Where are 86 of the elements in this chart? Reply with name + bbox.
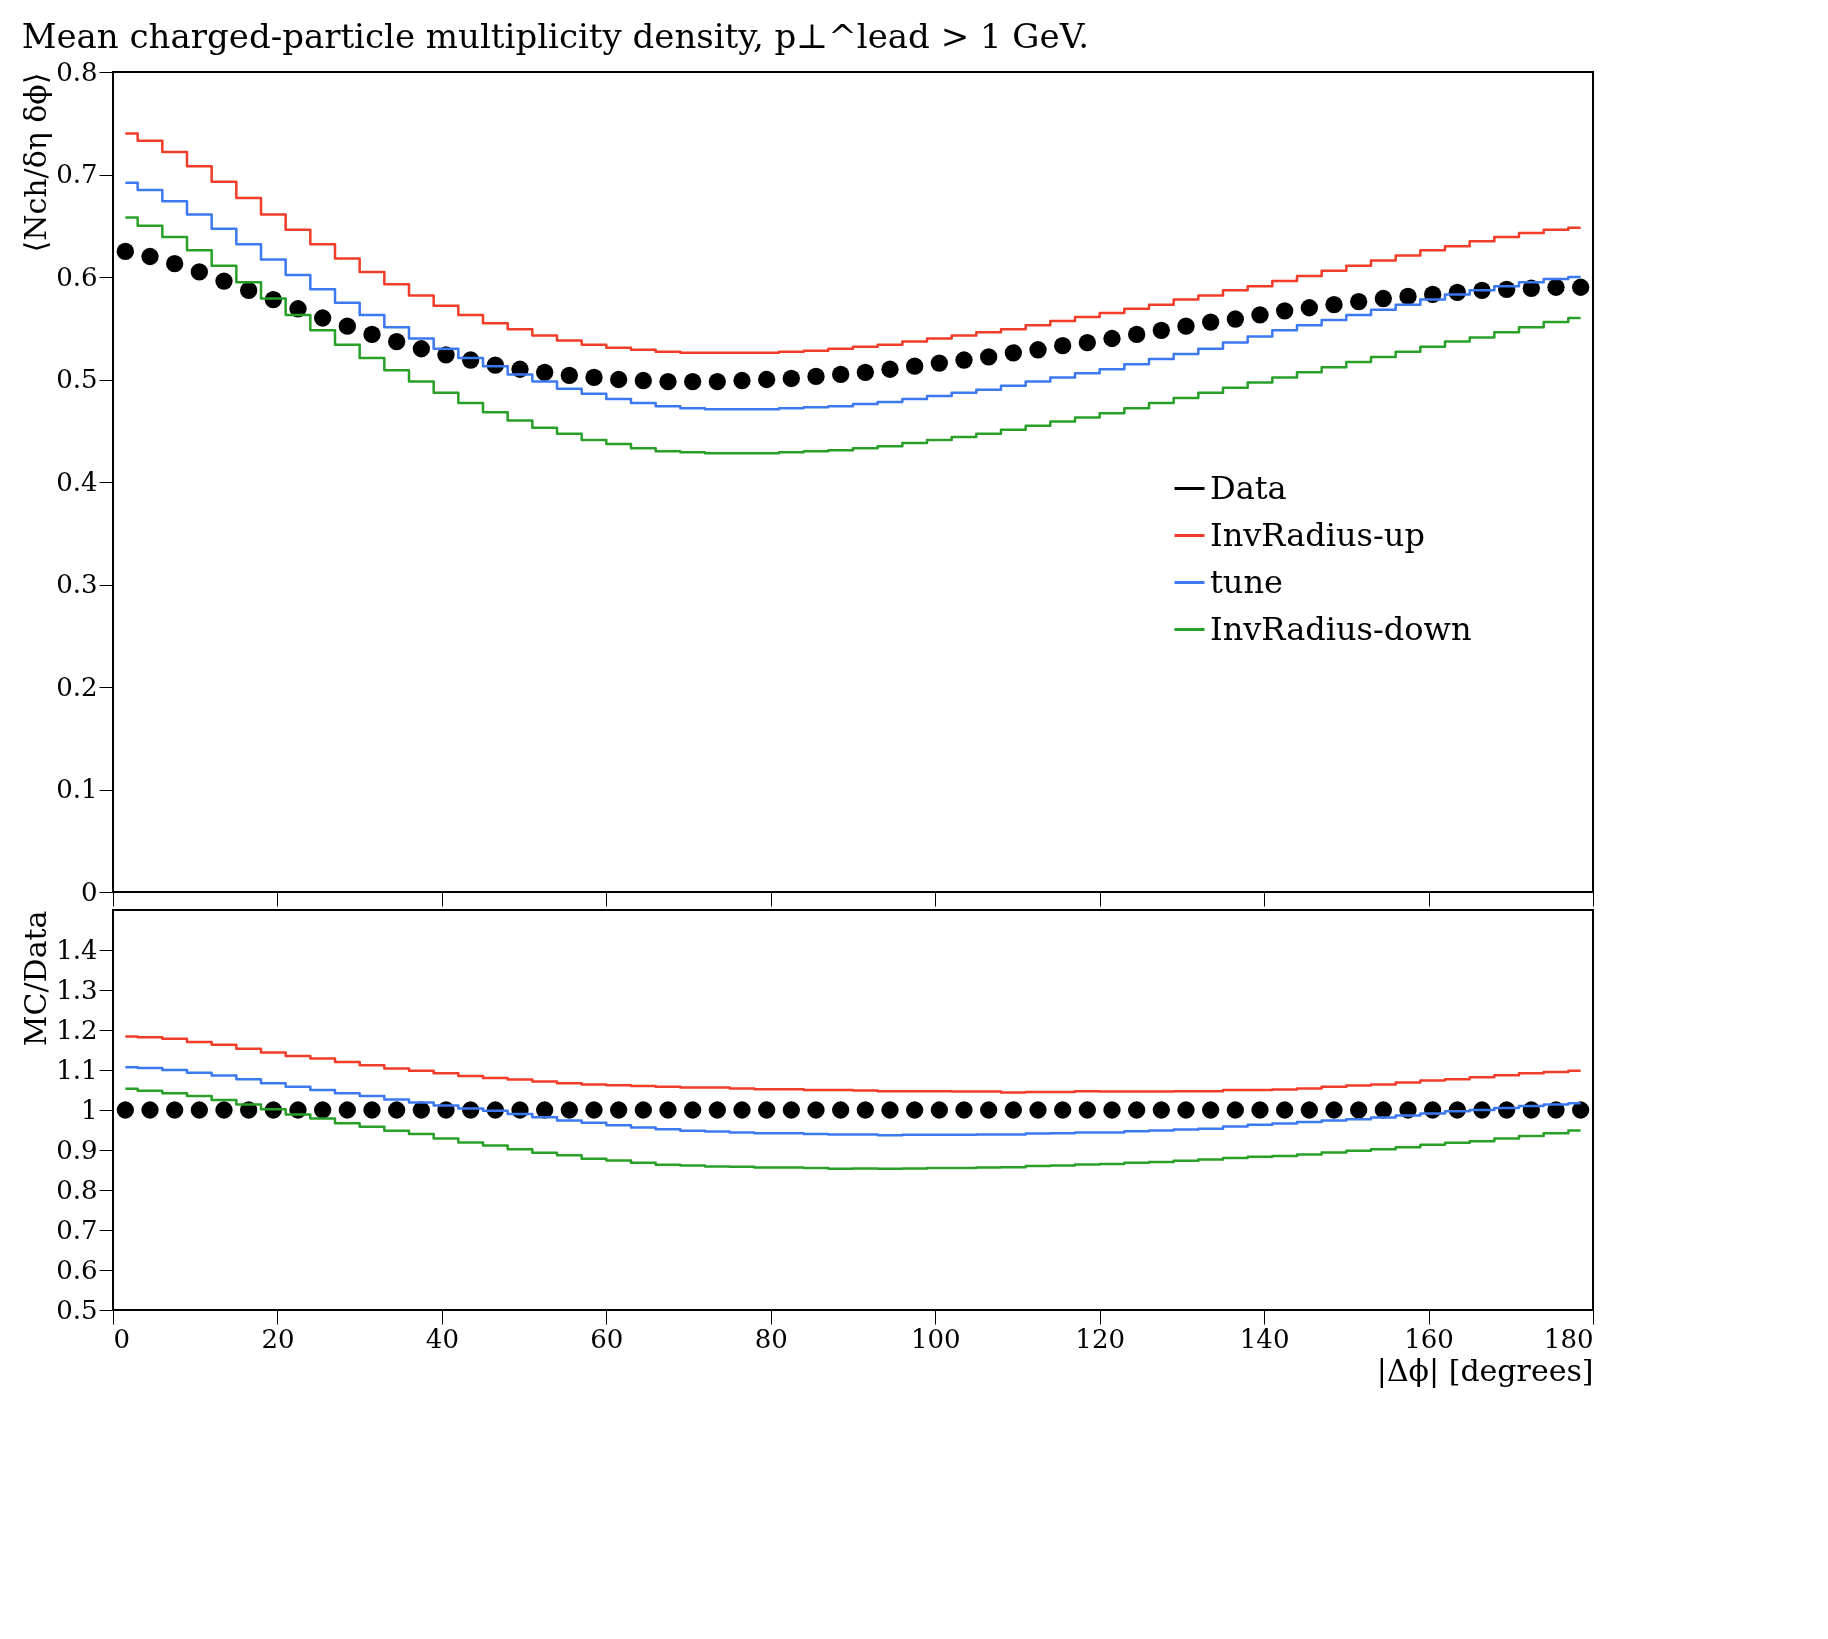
x-tick-label: 120: [1075, 1323, 1125, 1354]
y-tick-label: 0.6: [56, 1254, 98, 1285]
legend-label: tune: [1210, 562, 1284, 601]
point: [116, 242, 134, 261]
point: [1547, 278, 1565, 296]
point: [215, 272, 233, 290]
point: [906, 357, 924, 375]
y-tick-label: 1.3: [56, 974, 98, 1005]
y-tick-label: 1.1: [56, 1054, 98, 1085]
x-tick-label: 140: [1239, 1323, 1290, 1354]
legend-label: InvRadius-up: [1210, 515, 1425, 554]
point: [1350, 292, 1368, 311]
y-tick-label: 1.4: [56, 934, 98, 965]
point: [955, 351, 973, 369]
legend-label: InvRadius-down: [1210, 609, 1472, 648]
point: [1399, 287, 1417, 306]
y-tick-label: 0.5: [56, 364, 98, 394]
point: [1152, 321, 1170, 339]
point: [1054, 337, 1072, 355]
y-tick-label: 0.8: [56, 1174, 98, 1205]
y-tick-label: 0.4: [56, 466, 98, 497]
x-tick-label: 20: [261, 1323, 295, 1354]
point: [412, 340, 430, 358]
y-tick-label: 0.3: [56, 569, 98, 599]
point: [659, 372, 677, 391]
point: [832, 365, 850, 384]
x-tick-label: 160: [1404, 1323, 1454, 1354]
point: [1078, 333, 1096, 352]
x-tick-label: 180: [1543, 1323, 1594, 1354]
point: [758, 370, 776, 389]
point: [1029, 341, 1047, 359]
point: [1251, 306, 1269, 324]
y-tick-label: 1.2: [56, 1014, 98, 1045]
point: [536, 363, 554, 381]
point: [314, 309, 332, 327]
point: [1374, 289, 1392, 308]
y-tick-label: 0.6: [56, 261, 98, 292]
point: [634, 371, 652, 390]
point: [684, 372, 702, 391]
y-tick-label: 1: [80, 1094, 98, 1125]
x-tick-label: 60: [590, 1323, 624, 1354]
point: [610, 370, 628, 389]
y-tick-label: 0.7: [56, 1214, 98, 1245]
x-tick-label: 40: [425, 1323, 459, 1354]
point: [166, 255, 184, 273]
y-tick-label: 0.7: [56, 159, 98, 189]
y-axis-title: ⟨Nch/δη δϕ⟩: [18, 72, 54, 253]
y-tick-label: 0: [80, 876, 98, 907]
point: [338, 317, 356, 335]
point: [1103, 329, 1121, 348]
y-tick-label: 0.5: [56, 1294, 98, 1325]
point: [856, 363, 874, 381]
y-axis-title: MC/Data: [18, 910, 54, 1047]
point: [363, 325, 381, 344]
point: [708, 372, 726, 391]
y-tick-label: 0.1: [56, 774, 98, 804]
x-tick-label: 80: [754, 1323, 788, 1354]
point: [1128, 325, 1146, 344]
point: [1325, 296, 1343, 314]
point: [980, 348, 998, 366]
point: [190, 263, 208, 281]
point: [1177, 317, 1195, 335]
point: [388, 332, 406, 351]
point: [1572, 278, 1590, 296]
point: [733, 371, 751, 390]
point: [1276, 302, 1294, 320]
point: [141, 247, 159, 266]
point: [240, 281, 258, 299]
point: [1004, 344, 1022, 362]
x-tick-label: 100: [910, 1323, 961, 1354]
point: [585, 368, 603, 387]
chart-title: Mean charged-particle multiplicity density, p⊥^lead > 1 GeV.: [21, 16, 1090, 56]
y-tick-label: 0.2: [56, 671, 98, 702]
y-tick-label: 0.9: [56, 1134, 98, 1165]
x-tick-label: 0: [113, 1323, 131, 1354]
point: [881, 360, 899, 378]
point: [1202, 313, 1220, 331]
point: [782, 369, 800, 388]
y-tick-label: 0.8: [56, 56, 98, 87]
legend-label: Data: [1210, 468, 1287, 507]
x-axis-title: |Δϕ| [degrees]: [1376, 1352, 1594, 1388]
point: [807, 367, 825, 386]
point: [560, 366, 578, 385]
point: [930, 354, 948, 372]
point: [1300, 299, 1318, 317]
point: [1226, 310, 1244, 328]
